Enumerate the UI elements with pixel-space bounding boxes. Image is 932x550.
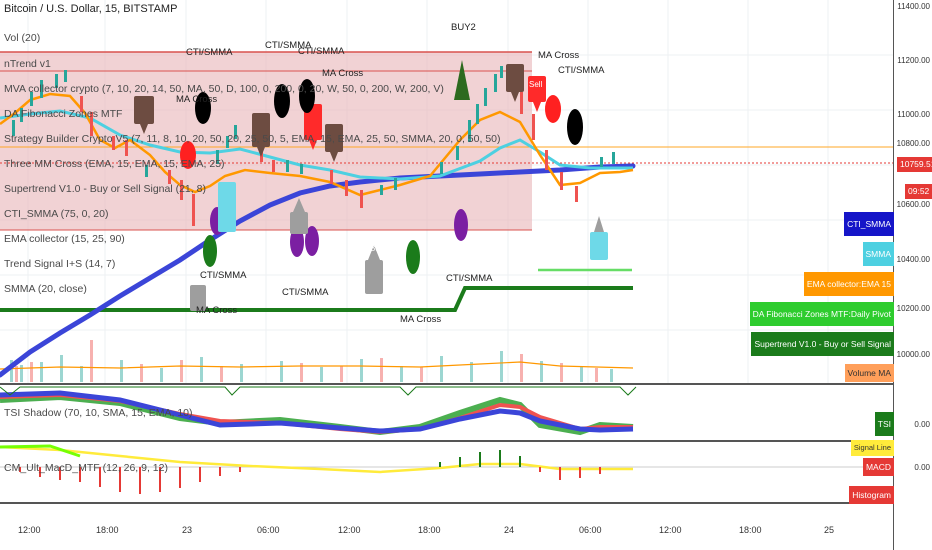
- volume-bars: [10, 351, 613, 382]
- price-tick: 10200.00: [896, 304, 930, 313]
- annotation-cti-smma: CTI/SMMA: [298, 46, 345, 57]
- annotation-buy: Buy: [370, 244, 384, 253]
- study-mva-collector[interactable]: MVA collector crypto (7, 10, 20, 14, 50,…: [4, 83, 444, 95]
- study-trend-signal[interactable]: Trend Signal I+S (14, 7): [4, 258, 116, 270]
- macd-histogram-green: [439, 450, 521, 467]
- time-label: 18:00: [96, 525, 119, 535]
- candles-bearish: [80, 76, 578, 226]
- trend-blue-line: [0, 163, 636, 378]
- countdown-tag: 09:52: [905, 184, 932, 199]
- study-fib-zones[interactable]: DA Fibonacci Zones MTF: [4, 108, 123, 120]
- annotation-cti-smma: CTI/SMMA: [200, 270, 247, 281]
- macd-zero-tick: 0.00: [914, 463, 930, 472]
- study-smma[interactable]: SMMA (20, close): [4, 283, 87, 295]
- macd-histogram-red: [19, 467, 601, 494]
- annotation-cti-smma: CTI/SMMA: [186, 47, 233, 58]
- time-axis[interactable]: 12:00 18:00 23 06:00 12:00 18:00 24 06:0…: [0, 504, 893, 550]
- annotation-ma-cross: MA Cross: [400, 314, 442, 325]
- pane-divider[interactable]: [0, 502, 893, 504]
- time-label: 18:00: [418, 525, 441, 535]
- study-vol[interactable]: Vol (20): [4, 32, 41, 44]
- legend-tag-macd: MACD: [862, 458, 894, 476]
- symbol-title[interactable]: Bitcoin / U.S. Dollar, 15, BITSTAMP: [4, 3, 178, 15]
- legend-tag-fib-zones: DA Fibonacci Zones MTF:Daily Pivot: [749, 302, 894, 326]
- price-tick: 11000.00: [897, 110, 930, 119]
- price-tick: 10800.00: [896, 139, 930, 148]
- legend-tag-tsi: TSI: [874, 412, 894, 436]
- supertrend-line: [0, 286, 633, 312]
- study-supertrend[interactable]: Supertrend V1.0 - Buy or Sell Signal (21…: [4, 183, 206, 195]
- annotation-ma-cross: MA Cross: [176, 94, 218, 105]
- annotation-buy2: BUY2: [451, 22, 476, 33]
- annotation-sell: Sell: [529, 80, 543, 89]
- annotation-cti-smma: CTI/SMMA: [446, 273, 493, 284]
- current-price-tag: 10759.51: [897, 157, 932, 172]
- annotation-ma-cross: MA Cross: [196, 305, 238, 316]
- buy2-triangle: [454, 60, 470, 100]
- legend-tag-signal: Signal Line: [850, 440, 894, 456]
- legend-tag-supertrend: Supertrend V1.0 - Buy or Sell Signal: [751, 332, 894, 356]
- study-cm-ult-macd[interactable]: CM_Ult_MacD_MTF (12, 26, 9, 12): [4, 462, 168, 474]
- price-tick: 10000.00: [896, 350, 930, 359]
- time-label: 18:00: [739, 525, 762, 535]
- tsi-pane[interactable]: TSI Shadow (70, 10, SMA, 15, EMA, 10): [0, 385, 893, 440]
- annotation-cti-smma: CTI/SMMA: [265, 40, 312, 51]
- study-ema-collector[interactable]: EMA collector (15, 25, 90): [4, 233, 125, 245]
- macd-pane[interactable]: CM_Ult_MacD_MTF (12, 26, 9, 12): [0, 442, 893, 502]
- study-cti-smma[interactable]: CTI_SMMA (75, 0, 20): [4, 208, 109, 220]
- legend-tag-ema-collector: EMA collector:EMA 15: [803, 272, 894, 296]
- tsi-zero-tick: 0.00: [914, 420, 930, 429]
- price-tick: 11400.00: [897, 2, 930, 11]
- pane-divider[interactable]: [0, 440, 893, 442]
- study-three-mm-cross[interactable]: Three MM Cross (EMA, 15, EMA, 15, EMA, 2…: [4, 158, 225, 170]
- legend-tag-cti-smma: CTI_SMMA: [844, 212, 894, 236]
- study-ntrend[interactable]: nTrend v1: [4, 58, 51, 70]
- tsi-chart-svg: [0, 386, 637, 436]
- annotation-cti-smma: CTI/SMMA: [558, 65, 605, 76]
- tsi-blue-line: [0, 390, 634, 434]
- annotation-ma-cross: MA Cross: [322, 68, 364, 79]
- annotation-cti-smma: CTI/SMMA: [282, 287, 329, 298]
- annotation-ma-cross: MA Cross: [538, 50, 580, 61]
- time-label: 06:00: [257, 525, 280, 535]
- time-label: 25: [824, 525, 835, 535]
- study-tsi-shadow[interactable]: TSI Shadow (70, 10, SMA, 15, EMA, 10): [4, 407, 193, 419]
- price-tick: 10600.00: [896, 200, 930, 209]
- time-label: 12:00: [338, 525, 361, 535]
- candles-bullish: [12, 66, 615, 195]
- price-axis[interactable]: 11400.00 11200.00 11000.00 10800.00 1060…: [893, 0, 932, 550]
- time-label: 06:00: [579, 525, 602, 535]
- price-tick: 10400.00: [896, 255, 930, 264]
- time-label: 24: [504, 525, 515, 535]
- price-tick: 11200.00: [897, 56, 930, 65]
- legend-tag-smma: SMMA: [862, 242, 894, 266]
- macd-chart-svg: [0, 444, 893, 494]
- legend-tag-volume-ma: Volume MA: [844, 364, 894, 382]
- study-strategy-builder[interactable]: Strategy Builder Crypto V5 (7, 11, 8, 10…: [4, 133, 501, 145]
- legend-tag-histogram: Histogram: [849, 486, 894, 504]
- price-pane[interactable]: CTI/SMMA CTI/SMMA CTI/SMMA MA Cross MA C…: [0, 0, 893, 383]
- time-label: 12:00: [18, 525, 41, 535]
- pane-divider[interactable]: [0, 383, 893, 385]
- time-label: 12:00: [659, 525, 682, 535]
- price-chart-svg: [0, 0, 893, 383]
- time-label: 23: [182, 525, 193, 535]
